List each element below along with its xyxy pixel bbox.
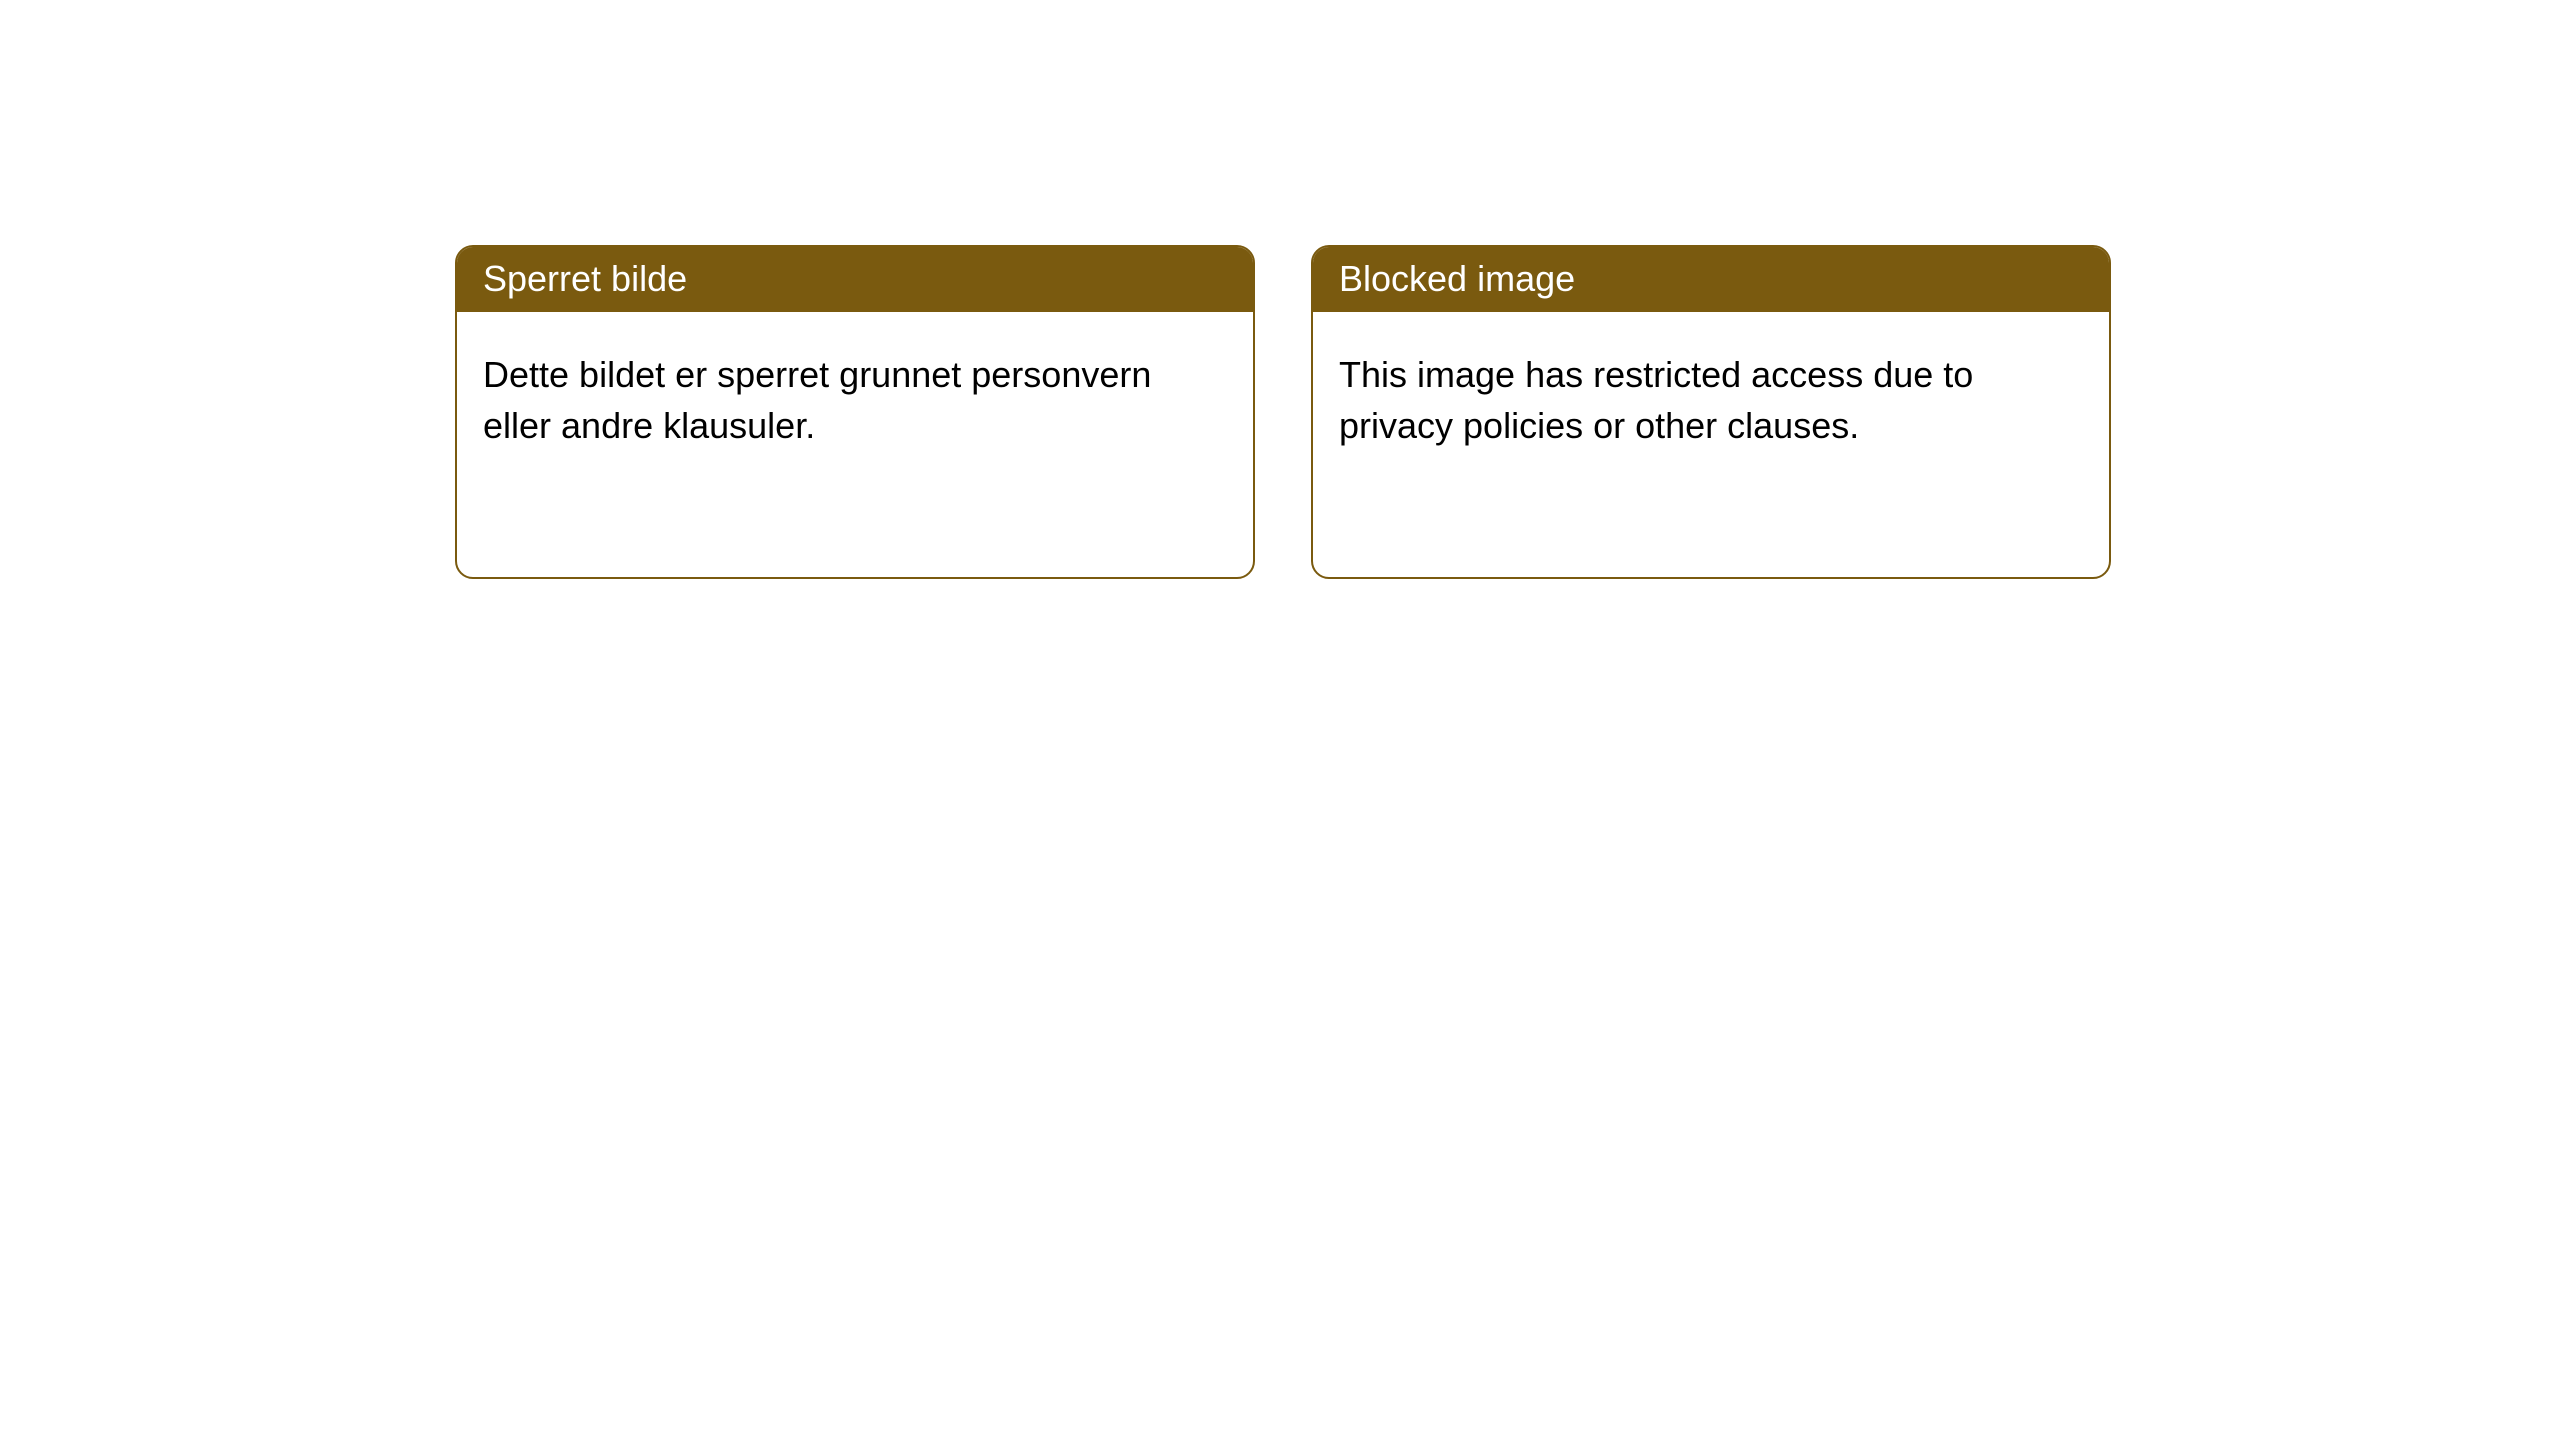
notice-card-norwegian: Sperret bilde Dette bildet er sperret gr… (455, 245, 1255, 579)
notice-card-english: Blocked image This image has restricted … (1311, 245, 2111, 579)
notice-container: Sperret bilde Dette bildet er sperret gr… (0, 0, 2560, 579)
notice-header: Sperret bilde (457, 247, 1253, 312)
notice-header: Blocked image (1313, 247, 2109, 312)
notice-body: Dette bildet er sperret grunnet personve… (457, 312, 1253, 477)
notice-body: This image has restricted access due to … (1313, 312, 2109, 477)
